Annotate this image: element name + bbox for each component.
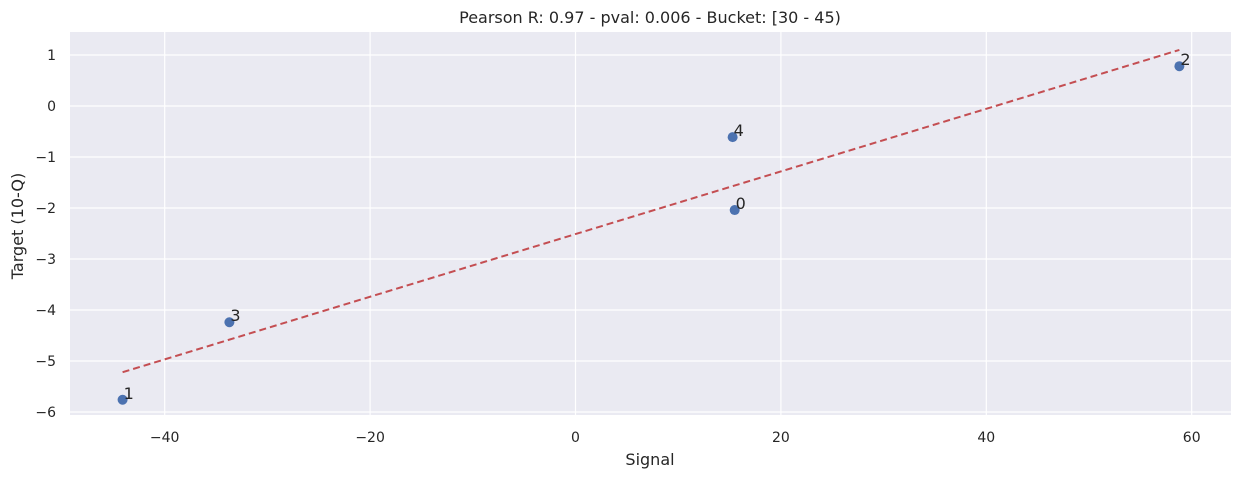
data-points: 0 1 2 3 4: [117, 50, 1191, 405]
point-label: 0: [736, 194, 746, 213]
chart-title: Pearson R: 0.97 - pval: 0.006 - Bucket: …: [459, 8, 841, 27]
x-tick-label: 20: [772, 430, 790, 446]
x-tick-label: −20: [355, 430, 385, 446]
gridlines: [70, 32, 1231, 415]
regression-line: [122, 48, 1180, 374]
data-point: [1174, 61, 1185, 72]
point-label: 2: [1180, 50, 1190, 69]
data-point: [224, 317, 235, 328]
x-tick-label: 60: [1183, 430, 1201, 446]
y-tick-label: −3: [35, 252, 56, 268]
data-point: [727, 132, 738, 143]
data-point: [729, 205, 740, 216]
y-tick-label: 0: [47, 99, 56, 115]
fit-line: [122, 48, 1180, 374]
y-tick-label: −4: [35, 303, 56, 319]
plot-area: [70, 32, 1231, 415]
y-tick-label: 1: [47, 48, 56, 64]
y-tick-label: −5: [35, 354, 56, 370]
point-label: 1: [124, 384, 134, 403]
x-tick-label: 0: [571, 430, 580, 446]
x-axis-label: Signal: [625, 450, 674, 469]
y-tick-label: −2: [35, 201, 56, 217]
y-tick-label: −6: [35, 405, 56, 421]
x-tick-label: −40: [150, 430, 180, 446]
point-label: 3: [230, 306, 240, 325]
x-tick-label: 40: [977, 430, 995, 446]
data-point: [117, 394, 128, 405]
point-label: 4: [734, 121, 744, 140]
y-tick-label: −1: [35, 150, 56, 166]
y-axis-ticks: 1 0 −1 −2 −3 −4 −5 −6: [35, 48, 56, 421]
x-axis-ticks: −40 −20 0 20 40 60: [150, 430, 1201, 446]
y-axis-label: Target (10-Q): [8, 173, 27, 280]
